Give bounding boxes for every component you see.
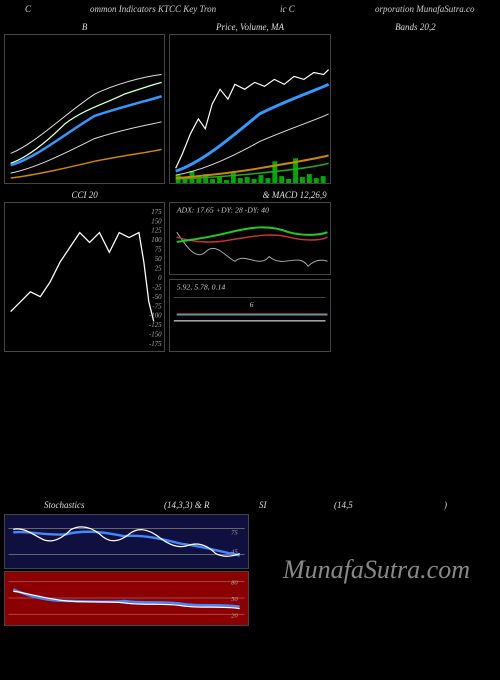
svg-text:50: 50 <box>231 596 238 603</box>
chart-adx-macd-cell: & MACD 12,26,9 ADX: 17.65 +DY: 28 -DY: 4… <box>169 188 330 352</box>
chart-bb <box>4 34 165 184</box>
svg-text:-100: -100 <box>149 313 162 320</box>
stoch-label: Stochastics <box>44 500 85 510</box>
svg-text:-175: -175 <box>149 341 162 348</box>
chart-cci-cell: CCI 20 175 150 125 100 75 50 25 0 -25 -50 -75 -100 -… <box>4 188 165 352</box>
svg-text:50: 50 <box>155 256 162 263</box>
svg-text:25: 25 <box>155 266 162 273</box>
svg-text:-75: -75 <box>152 303 162 310</box>
chart-price-title: Price, Volume, MA <box>169 20 330 34</box>
chart-cci-title: CCI 20 <box>4 188 165 202</box>
chart-bands-title: Bands 20,2 <box>335 20 496 34</box>
rsi-label: SI <box>259 500 267 510</box>
rsi-params: (14,5 <box>334 500 353 510</box>
header-seg1: C <box>25 4 31 14</box>
svg-text:100: 100 <box>151 237 162 244</box>
chart-bands-cell: Bands 20,2 <box>335 20 496 184</box>
chart-stochastics: 75 45 <box>4 514 249 569</box>
chart-macd-title: & MACD 12,26,9 <box>169 188 330 202</box>
svg-text:6: 6 <box>250 300 254 309</box>
chart-price-cell: Price, Volume, MA <box>169 20 330 184</box>
svg-text:20: 20 <box>231 612 238 619</box>
svg-text:75: 75 <box>155 247 162 254</box>
chart-bb-cell: B <box>4 20 165 184</box>
svg-text:-125: -125 <box>149 322 162 329</box>
empty-cell <box>335 188 496 352</box>
header-seg4: orporation MunafaSutra.co <box>375 4 475 14</box>
watermark: MunafaSutra.com <box>283 555 470 585</box>
svg-text:150: 150 <box>151 218 162 225</box>
chart-cci: 175 150 125 100 75 50 25 0 -25 -50 -75 -100 -125 -150… <box>4 202 165 352</box>
svg-text:ADX: 17.65 +DY: 28 -DY: 40: ADX: 17.65 +DY: 28 -DY: 40 <box>176 206 269 215</box>
svg-text:80: 80 <box>231 580 238 587</box>
stoch-params: (14,3,3) & R <box>164 500 210 510</box>
svg-text:-150: -150 <box>149 332 162 339</box>
svg-text:75: 75 <box>231 529 238 536</box>
svg-text:5.92, 5.78, 0.14: 5.92, 5.78, 0.14 <box>177 283 226 292</box>
svg-text:-25: -25 <box>152 284 162 291</box>
header-seg2: ommon Indicators KTCC Key Tron <box>90 4 216 14</box>
chart-bb-title: B <box>4 20 165 34</box>
rsi-paren: ) <box>444 500 447 510</box>
header-seg3: ic C <box>280 4 295 14</box>
chart-adx: ADX: 17.65 +DY: 28 -DY: 40 <box>169 202 330 275</box>
svg-text:175: 175 <box>151 209 162 216</box>
svg-text:125: 125 <box>151 228 162 235</box>
svg-text:0: 0 <box>158 275 162 282</box>
chart-macd: 5.92, 5.78, 0.14 6 <box>169 279 330 352</box>
svg-text:-50: -50 <box>152 294 162 301</box>
chart-rsi: 80 50 20 <box>4 571 249 626</box>
chart-price <box>169 34 330 184</box>
page-header: C ommon Indicators KTCC Key Tron ic C or… <box>0 0 500 20</box>
stoch-title-row: Stochastics (14,3,3) & R SI (14,5 ) <box>4 500 496 514</box>
svg-text:45: 45 <box>231 549 238 556</box>
